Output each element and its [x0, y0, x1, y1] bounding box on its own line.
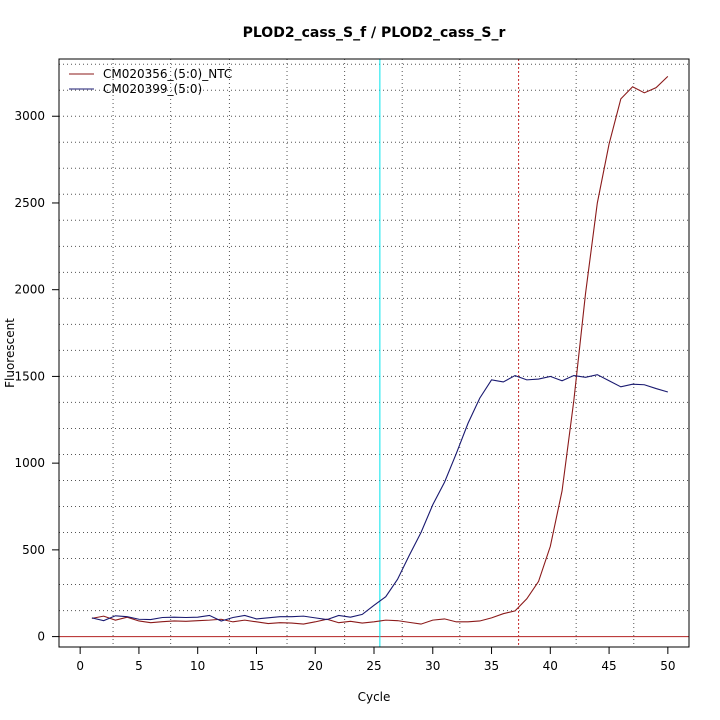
x-tick-label: 15	[249, 659, 264, 673]
x-tick-label: 40	[543, 659, 558, 673]
x-tick-label: 45	[601, 659, 616, 673]
x-axis: 0 5 10 15 20 25 30 35 40 45 50	[76, 646, 675, 673]
y-tick-label: 1500	[14, 369, 45, 383]
x-tick-label: 30	[425, 659, 440, 673]
x-tick-label: 25	[366, 659, 381, 673]
y-tick-label: 2000	[14, 283, 45, 297]
grid-layer	[59, 59, 689, 647]
y-axis-label: Fluorescent	[3, 318, 17, 388]
x-tick-label: 20	[308, 659, 323, 673]
y-tick-label: 2500	[14, 196, 45, 210]
x-tick-label: 5	[135, 659, 143, 673]
x-tick-label: 35	[484, 659, 499, 673]
series-layer	[91, 75, 669, 625]
y-axis: 0 500 1000 1500 2000 2500 3000	[14, 109, 60, 644]
chart-title: PLOD2_cass_S_f / PLOD2_cass_S_r	[243, 25, 506, 41]
y-tick-label: 500	[22, 543, 45, 557]
series-line-2	[91, 374, 668, 622]
x-tick-label: 50	[660, 659, 675, 673]
y-tick-label: 3000	[14, 109, 45, 123]
x-tick-label: 0	[76, 659, 84, 673]
y-tick-label: 1000	[14, 456, 45, 470]
legend-label-1: CM020356_(5:0)_NTC	[103, 67, 232, 81]
legend-label-2: CM020399_(5:0)	[103, 82, 202, 96]
marker-layer	[379, 59, 520, 647]
x-axis-label: Cycle	[358, 690, 391, 704]
y-tick-label: 0	[37, 630, 45, 644]
x-tick-label: 10	[190, 659, 205, 673]
series-line-1	[91, 75, 669, 625]
